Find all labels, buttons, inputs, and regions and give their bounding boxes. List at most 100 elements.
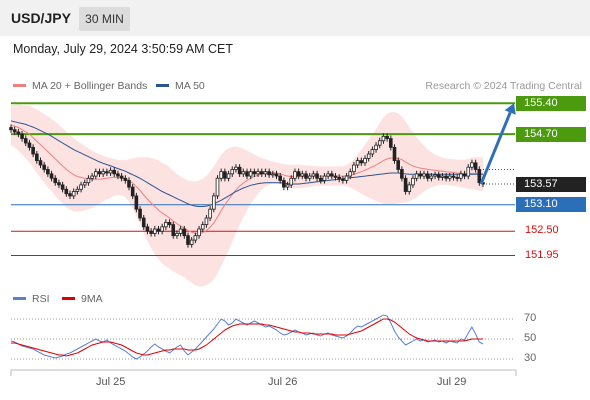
candle-down	[42, 164, 46, 170]
candle-down	[35, 153, 39, 162]
candle-up	[377, 140, 382, 146]
candle-up	[212, 195, 216, 210]
level-lines-layer	[11, 102, 515, 257]
candle-down	[64, 188, 69, 195]
candle-up	[422, 173, 426, 177]
candle-down	[171, 224, 176, 237]
forecast-arrow-shaft	[479, 111, 512, 185]
candle-down	[444, 175, 448, 179]
candle-down	[141, 217, 146, 228]
candle-up	[204, 217, 209, 226]
candle-up	[175, 233, 179, 237]
price-label-154-70: 154.70	[516, 126, 586, 142]
candle-up	[433, 174, 437, 177]
x-label-jul-25: Jul 25	[96, 376, 126, 388]
timeframe-button[interactable]: 30 MIN	[79, 7, 130, 31]
candle-down	[23, 138, 28, 144]
top-bar: USD/JPY 30 MIN	[0, 0, 590, 36]
candle-up	[307, 175, 312, 179]
legend-9ma-label: 9MA	[81, 293, 103, 305]
candle-down	[134, 195, 139, 210]
candle-up	[200, 224, 205, 230]
candle-down	[38, 160, 43, 166]
candle-down	[182, 228, 187, 237]
candle-up	[75, 188, 80, 192]
candle-down	[167, 222, 172, 226]
chart-datetime: Monday, July 29, 2024 3:50:59 AM CET	[13, 42, 234, 56]
candle-up	[407, 184, 412, 192]
candle-down	[149, 230, 153, 234]
candle-down	[385, 135, 389, 139]
candle-down	[97, 171, 102, 175]
candle-up	[326, 173, 330, 177]
candle-down	[60, 184, 65, 190]
candle-down	[278, 175, 282, 181]
legend-ma50-label: MA 50	[175, 80, 205, 92]
ma9-swatch	[62, 296, 75, 300]
candle-up	[234, 166, 238, 170]
candle-down	[20, 133, 24, 139]
candle-up	[108, 169, 113, 174]
candle-down	[337, 176, 341, 180]
candle-up	[71, 191, 76, 197]
candle-down	[119, 175, 124, 179]
candle-down	[16, 131, 21, 135]
ma50-line	[10, 120, 483, 207]
candle-up	[374, 144, 378, 150]
candle-up	[82, 182, 87, 186]
candle-down	[341, 178, 345, 181]
candle-down	[436, 174, 441, 178]
candle-down	[315, 173, 319, 179]
candle-down	[455, 176, 459, 179]
candle-up	[429, 175, 434, 179]
candle-up	[300, 173, 305, 177]
ma20-swatch	[13, 83, 26, 87]
rsi-line	[10, 314, 484, 360]
candle-down	[186, 235, 190, 245]
rsi-9ma-line	[11, 318, 483, 357]
candle-up	[241, 171, 246, 175]
symbol-title: USD/JPY	[11, 10, 71, 26]
candles-layer	[9, 124, 485, 248]
candle-up	[271, 173, 275, 176]
candle-up	[193, 235, 198, 241]
candle-up	[348, 171, 353, 177]
bollinger-band	[11, 104, 483, 287]
candle-down	[127, 180, 131, 188]
legend-rsi-label: RSI	[32, 293, 50, 305]
candle-up	[355, 160, 360, 166]
forecast-arrow-layer	[479, 103, 516, 185]
ma50-swatch	[156, 83, 169, 87]
candle-up	[90, 175, 94, 179]
candle-down	[252, 171, 257, 175]
candle-up	[226, 173, 231, 179]
candle-down	[304, 173, 308, 179]
candle-down	[53, 177, 58, 184]
candle-up	[440, 175, 445, 178]
candle-up	[215, 177, 220, 197]
candle-down	[425, 173, 430, 179]
candle-down	[259, 171, 264, 175]
rsi-swatch	[13, 296, 26, 300]
candle-up	[197, 228, 201, 237]
candle-down	[57, 182, 61, 186]
candle-down	[400, 169, 404, 179]
candle-up	[344, 175, 349, 181]
candle-up	[94, 171, 98, 177]
candle-down	[359, 160, 364, 164]
price-label-151-95: 151.95	[525, 248, 559, 261]
rsi-tick-70: 70	[524, 312, 537, 324]
candle-up	[219, 171, 223, 179]
candle-up	[366, 153, 371, 159]
candle-up	[164, 222, 168, 228]
axis-layer	[10, 369, 517, 376]
candle-up	[248, 171, 253, 177]
candle-down	[245, 171, 249, 177]
candle-down	[31, 146, 35, 155]
candle-down	[296, 171, 301, 177]
candle-up	[352, 164, 356, 173]
candle-down	[282, 180, 286, 188]
candle-up	[86, 177, 91, 184]
rsi-tick-50: 50	[524, 332, 537, 344]
